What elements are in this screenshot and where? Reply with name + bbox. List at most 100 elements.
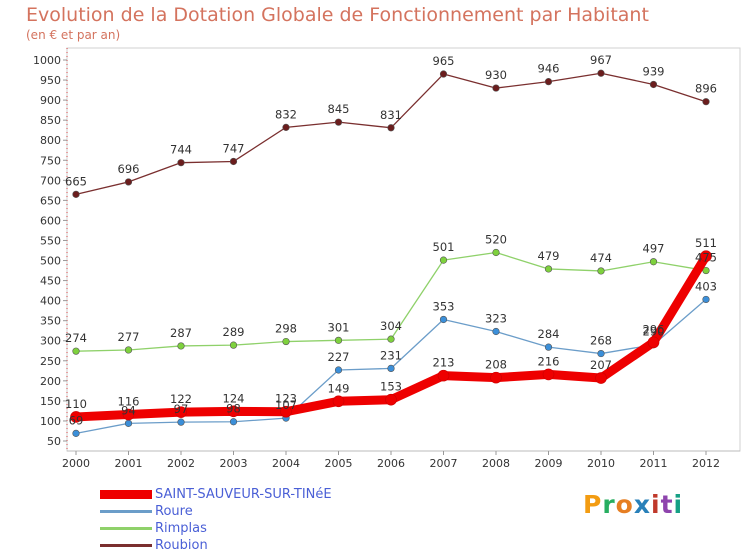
data-point (647, 336, 660, 349)
data-label: 69 (69, 413, 84, 427)
y-tick-label: 650 (40, 194, 61, 207)
y-tick-label: 850 (40, 114, 61, 127)
data-point (544, 265, 553, 273)
data-label: 149 (328, 381, 350, 395)
y-tick-label: 500 (40, 255, 61, 268)
y-tick-label: 950 (40, 74, 61, 87)
data-label: 665 (65, 174, 87, 188)
series-line (75, 72, 707, 196)
data-point (597, 267, 605, 275)
data-label: 301 (328, 320, 350, 334)
y-tick-label: 700 (40, 174, 61, 187)
x-tick-label: 2007 (430, 457, 458, 470)
data-point (70, 411, 82, 423)
data-label: 479 (538, 249, 560, 263)
data-label: 208 (485, 358, 507, 372)
x-tick-label: 2006 (377, 457, 405, 470)
y-tick-label: 800 (40, 134, 61, 147)
logo-letter: P (583, 490, 603, 519)
x-tick-label: 2002 (167, 457, 195, 470)
data-label: 284 (538, 327, 560, 341)
y-tick-label: 50 (47, 435, 61, 448)
data-point (177, 342, 185, 350)
legend-label: Rimplas (155, 521, 207, 536)
y-tick-label: 150 (40, 395, 61, 408)
data-point (542, 368, 555, 381)
data-point (702, 266, 710, 275)
data-point (439, 315, 448, 324)
data-point (492, 327, 500, 336)
data-point (332, 395, 345, 408)
data-label: 153 (380, 380, 402, 394)
legend-swatch (100, 544, 152, 547)
data-point (439, 256, 448, 264)
data-point (72, 190, 80, 198)
x-tick-label: 2012 (692, 457, 720, 470)
x-tick-label: 2004 (272, 457, 300, 470)
data-point (437, 369, 450, 382)
logo-letter: t (660, 490, 674, 519)
logo-letter: r (602, 490, 616, 519)
data-label: 227 (328, 350, 350, 364)
data-point (595, 372, 607, 384)
data-point (282, 337, 290, 346)
data-point (124, 419, 133, 427)
y-tick-label: 600 (40, 214, 61, 227)
legend: SAINT-SAUVEUR-SUR-TINéE Roure Rimplas Roubi… (100, 486, 400, 554)
data-label: 747 (223, 141, 245, 155)
data-point (72, 429, 80, 437)
data-label: 501 (433, 240, 455, 254)
data-label: 298 (275, 322, 297, 336)
data-point (175, 406, 187, 418)
legend-swatch (100, 510, 152, 513)
data-label: 124 (223, 391, 245, 405)
data-label: 965 (433, 54, 455, 68)
y-tick-label: 900 (40, 94, 61, 107)
data-point (72, 347, 80, 355)
data-label: 475 (695, 251, 717, 265)
data-point (544, 343, 553, 351)
logo-letter: o (615, 490, 634, 519)
y-tick-label: 250 (40, 355, 61, 368)
data-label: 231 (380, 348, 402, 362)
chart-title: Evolution de la Dotation Globale de Fonc… (26, 4, 649, 26)
y-tick-label: 300 (40, 335, 61, 348)
data-point (177, 418, 185, 426)
data-point (334, 336, 343, 344)
chart-subtitle: (en € et par an) (26, 28, 121, 42)
data-point (597, 69, 605, 77)
y-tick-label: 450 (40, 275, 61, 288)
data-label: 831 (380, 108, 402, 122)
x-tick-label: 2000 (62, 457, 90, 470)
data-point (649, 258, 658, 266)
data-point (649, 80, 658, 89)
data-point (597, 349, 605, 358)
data-label: 323 (485, 312, 507, 326)
data-point (334, 366, 343, 374)
data-label: 123 (275, 392, 297, 406)
legend-swatch (100, 527, 152, 530)
data-label: 939 (643, 64, 665, 78)
logo-letter: x (633, 490, 651, 519)
x-tick-label: 2001 (115, 457, 143, 470)
data-label: 97 (174, 402, 189, 416)
series-rimplas (72, 248, 710, 355)
data-label: 696 (118, 162, 140, 176)
data-label: 287 (170, 326, 192, 340)
data-label: 207 (590, 358, 612, 372)
y-tick-label: 1000 (33, 54, 61, 67)
y-tick-label: 200 (40, 375, 61, 388)
data-point (124, 346, 133, 354)
data-label: 497 (643, 242, 665, 256)
series-saint-sauveur-sur-tin-e (70, 250, 712, 423)
data-label: 268 (590, 334, 612, 348)
data-label: 116 (118, 395, 140, 409)
data-point (229, 157, 238, 166)
data-label: 110 (65, 397, 87, 411)
data-point (702, 98, 710, 106)
data-label: 474 (590, 251, 612, 265)
data-point (124, 178, 133, 186)
y-tick-label: 750 (40, 154, 61, 167)
x-tick-label: 2009 (535, 457, 563, 470)
